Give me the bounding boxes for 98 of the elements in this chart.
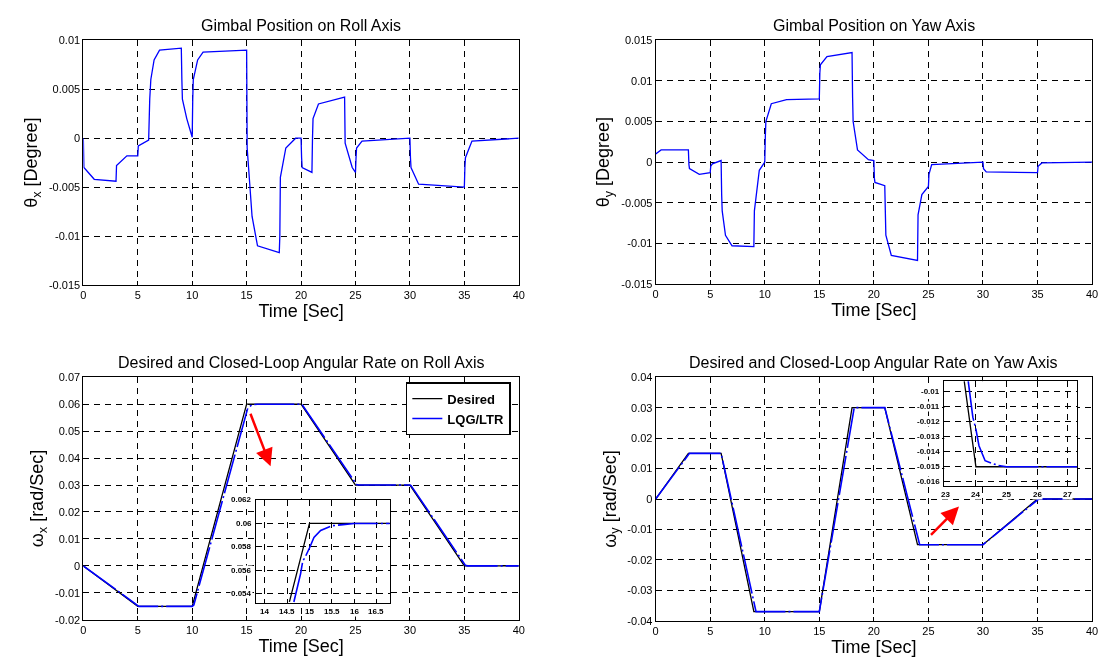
- x-tick-label: 15: [305, 607, 315, 616]
- x-tick-label: 14: [260, 607, 270, 616]
- y-tick-label: 0.05: [58, 424, 81, 437]
- y-tick-label: 0.02: [631, 431, 653, 444]
- x-tick-label: 5: [134, 624, 141, 637]
- x-tick-label: 10: [186, 624, 199, 637]
- chart-title: Desired and Closed-Loop Angular Rate on Yaw Axis: [689, 354, 1058, 371]
- x-tick-label: 15: [240, 289, 253, 302]
- x-tick-label: 16.5: [368, 607, 385, 616]
- x-tick-label: 10: [186, 289, 199, 302]
- line-series: [655, 51, 1093, 262]
- x-axis-title: Time [Sec]: [258, 636, 344, 657]
- y-tick-label: -0.005: [48, 180, 81, 193]
- y-tick-label: -0.02: [627, 553, 653, 566]
- x-tick-label: 35: [458, 624, 471, 637]
- x-tick-label: 35: [1031, 624, 1044, 637]
- y-tick-label: 0.03: [631, 401, 653, 414]
- x-tick-label: 10: [758, 624, 771, 637]
- x-tick-label: 35: [1031, 288, 1044, 301]
- y-tick-label: -0.01: [55, 229, 81, 242]
- x-tick-label: 20: [294, 624, 308, 637]
- chart-title: Desired and Closed-Loop Angular Rate on Roll Axis: [118, 354, 485, 371]
- y-tick-label: 0.005: [624, 115, 653, 128]
- x-tick-label: 25: [1002, 490, 1012, 499]
- x-tick-label: 30: [976, 288, 990, 301]
- y-tick-label: 0.04: [58, 451, 81, 464]
- x-tick-label: 5: [707, 624, 714, 637]
- x-tick-label: 25: [922, 624, 935, 637]
- y-tick-label: -0.015: [917, 462, 941, 471]
- x-tick-label: 16: [350, 607, 360, 616]
- x-tick-label: 20: [867, 288, 880, 301]
- y-tick-label: 0.054: [231, 589, 252, 598]
- x-tick-label: 25: [349, 289, 362, 302]
- y-tick-label: -0.011: [917, 402, 940, 411]
- y-tick-label: 0: [74, 559, 81, 572]
- x-tick-label: 40: [1085, 288, 1099, 301]
- x-tick-label: 40: [1085, 624, 1099, 637]
- x-tick-label: 26: [1033, 490, 1043, 499]
- chart-title: Gimbal Position on Yaw Axis: [773, 17, 976, 34]
- x-tick-label: 40: [512, 289, 525, 302]
- y-tick-label: 0.056: [231, 566, 252, 575]
- x-axis-title: Time [Sec]: [831, 300, 917, 321]
- x-tick-label: 14.5: [279, 607, 296, 616]
- y-tick-label: -0.03: [627, 584, 653, 597]
- x-tick-label: 30: [976, 624, 990, 637]
- y-tick-label: 0.07: [58, 371, 81, 384]
- y-tick-label: 0.015: [624, 34, 653, 47]
- x-tick-label: 5: [134, 289, 141, 302]
- x-axis-title: Time [Sec]: [831, 636, 917, 657]
- x-tick-label: 23: [941, 490, 951, 499]
- y-tick-label: 0: [74, 132, 81, 145]
- line-series: [83, 47, 519, 254]
- y-tick-label: -0.02: [55, 613, 81, 626]
- y-tick-label: 0.01: [631, 74, 653, 87]
- x-tick-label: 35: [458, 289, 471, 302]
- x-tick-label: 15: [813, 288, 826, 301]
- x-tick-label: 20: [294, 289, 308, 302]
- x-tick-label: 24: [971, 490, 981, 499]
- x-tick-label: 27: [1063, 490, 1073, 499]
- y-tick-label: -0.01: [55, 586, 81, 599]
- y-tick-label: -0.012: [917, 417, 941, 426]
- y-tick-label: -0.016: [917, 477, 941, 486]
- y-tick-label: 0.062: [231, 495, 252, 504]
- y-tick-label: -0.04: [627, 614, 653, 627]
- y-tick-label: 0.04: [631, 371, 653, 384]
- x-tick-label: 30: [403, 289, 417, 302]
- y-tick-label: 0.01: [58, 34, 81, 47]
- x-tick-label: 15.5: [324, 607, 341, 616]
- y-tick-label: -0.01: [627, 523, 653, 536]
- x-tick-label: 15: [813, 624, 826, 637]
- y-tick-label: 0.02: [58, 505, 81, 518]
- y-tick-label: 0.01: [58, 532, 81, 545]
- y-tick-label: 0.058: [231, 542, 252, 551]
- legend-label: Desired: [447, 391, 496, 407]
- y-tick-label: -0.01: [921, 387, 940, 396]
- y-tick-label: -0.005: [621, 196, 653, 209]
- x-axis-title: Time [Sec]: [258, 301, 344, 322]
- x-tick-label: 25: [349, 624, 362, 637]
- y-tick-label: 0.06: [58, 398, 81, 411]
- x-tick-label: 10: [758, 288, 771, 301]
- x-tick-label: 15: [240, 624, 253, 637]
- x-tick-label: 5: [707, 288, 714, 301]
- y-tick-label: -0.01: [627, 237, 653, 250]
- y-tick-label: 0.06: [236, 519, 253, 528]
- legend-label: LQG/LTR: [447, 411, 505, 427]
- y-tick-label: -0.013: [917, 432, 941, 441]
- x-tick-label: 25: [922, 288, 935, 301]
- y-tick-label: -0.015: [621, 277, 653, 290]
- chart-title: Gimbal Position on Roll Axis: [201, 17, 402, 34]
- y-tick-label: 0.03: [58, 478, 81, 491]
- x-tick-label: 20: [867, 624, 880, 637]
- y-tick-label: -0.015: [48, 278, 81, 291]
- y-tick-label: 0.005: [52, 83, 81, 96]
- x-tick-label: 30: [403, 624, 417, 637]
- y-tick-label: 0: [646, 156, 653, 168]
- y-tick-label: 0.01: [631, 462, 653, 475]
- x-tick-label: 40: [512, 624, 525, 637]
- y-tick-label: -0.014: [917, 447, 941, 456]
